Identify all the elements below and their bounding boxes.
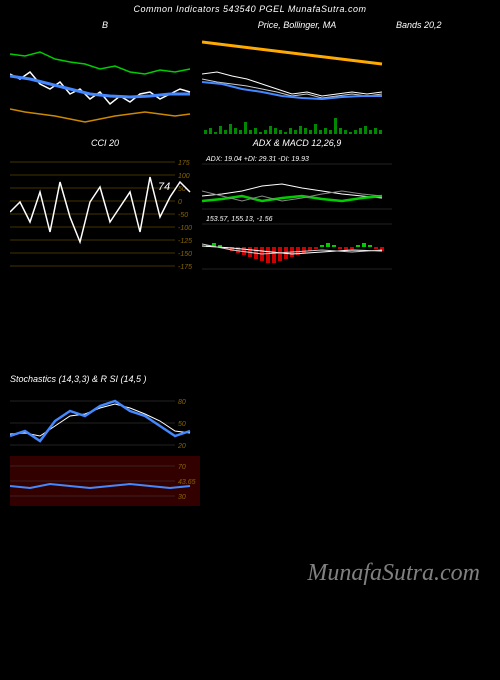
svg-text:30: 30: [178, 494, 186, 501]
cci-chart: 175100500-50-100-125-150-17574: [10, 152, 200, 272]
svg-text:80: 80: [178, 399, 186, 406]
svg-text:-100: -100: [178, 225, 192, 232]
bollinger-title-left: B: [10, 18, 200, 32]
svg-text:74: 74: [158, 181, 170, 193]
svg-text:-50: -50: [178, 212, 188, 219]
stochastics-title: Stochastics (14,3,3) & R SI (14,5 ): [10, 372, 490, 386]
price-right-chart: [202, 34, 392, 134]
svg-text:-175: -175: [178, 264, 192, 271]
svg-text:100: 100: [178, 173, 190, 180]
cci-title: CCI 20: [10, 136, 200, 150]
adx-macd-chart: ADX: 19.04 +DI: 29.31 -DI: 19.93 153.57,…: [202, 152, 392, 272]
watermark-text: MunafaSutra.com: [307, 560, 480, 587]
adx-title: ADX & MACD 12,26,9: [202, 136, 392, 150]
svg-text:175: 175: [178, 160, 190, 167]
svg-text:43.65: 43.65: [178, 479, 196, 486]
svg-text:-125: -125: [178, 238, 192, 245]
svg-text:50: 50: [178, 421, 186, 428]
svg-text:70: 70: [178, 464, 186, 471]
page-header: Common Indicators 543540 PGEL MunafaSutr…: [0, 0, 500, 18]
top-charts-grid: B Price, Bollinger, MA Bands 20,2 CCI 20…: [0, 18, 500, 272]
svg-text:ADX: 19.04 +DI: 29.31 -DI: 19: ADX: 19.04 +DI: 29.31 -DI: 19.93: [205, 156, 309, 163]
svg-text:153.57, 155.13, -1.56: 153.57, 155.13, -1.56: [206, 216, 273, 223]
svg-text:0: 0: [178, 199, 182, 206]
bands-label: Bands 20,2: [394, 18, 494, 32]
bollinger-chart: [10, 34, 200, 134]
price-title-center: Price, Bollinger, MA: [202, 18, 392, 32]
stochastics-chart: 80 50 20 70 43.65 30: [10, 386, 490, 506]
svg-text:-150: -150: [178, 251, 192, 258]
stochastics-section: Stochastics (14,3,3) & R SI (14,5 ) 80 50…: [0, 372, 500, 506]
svg-text:20: 20: [177, 443, 186, 450]
